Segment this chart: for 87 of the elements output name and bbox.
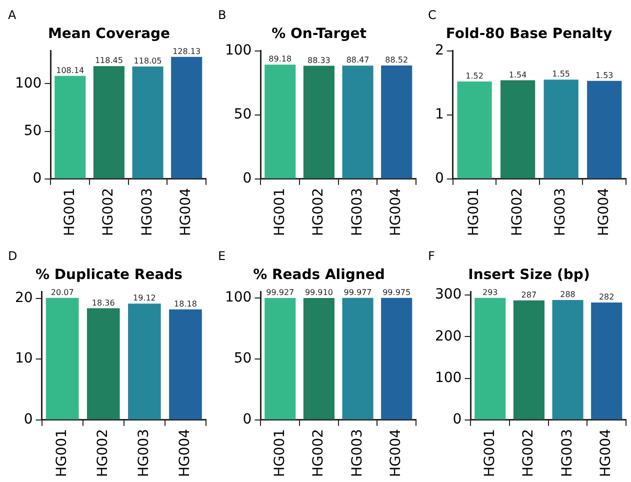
data-label: 1.54 [508, 70, 527, 80]
x-tick-label: HG002 [310, 428, 327, 478]
x-tick-label: HG003 [552, 188, 569, 236]
x-tick-label: HG003 [136, 428, 152, 478]
bar [54, 76, 86, 178]
data-label: 19.12 [132, 294, 156, 303]
x-tick-label: HG002 [95, 428, 112, 478]
bar [93, 66, 124, 178]
data-label: 287 [521, 290, 537, 300]
data-label: 288 [560, 290, 576, 300]
text: C [428, 8, 436, 22]
y-tick-label: 0 [242, 412, 252, 428]
bar [46, 298, 79, 420]
text: F [428, 249, 435, 263]
data-label: 1.53 [595, 70, 614, 80]
x-tick-label: HG004 [177, 428, 194, 478]
data-label: 88.52 [385, 56, 408, 65]
data-label: 99.975 [382, 288, 411, 298]
bar [169, 309, 202, 420]
x-tick-label: HG002 [100, 188, 117, 236]
x-tick-label: HG001 [466, 188, 482, 236]
y-tick-label: 0 [434, 170, 444, 187]
y-tick-label: 50 [234, 350, 252, 367]
x-tick-label: HG004 [388, 188, 404, 236]
x-tick-label: HG003 [349, 188, 366, 236]
text: B [218, 8, 226, 22]
y-tick-label: 1 [434, 106, 444, 122]
data-label: 99.927 [266, 288, 294, 298]
y-tick-label: 50 [24, 122, 42, 139]
x-tick-label: HG003 [139, 188, 156, 236]
bar [128, 304, 161, 420]
y-tick-label: 100 [224, 42, 252, 58]
data-label: 1.52 [466, 72, 484, 81]
data-label: 282 [598, 292, 614, 302]
data-label: 20.07 [50, 288, 74, 297]
data-label: 293 [482, 288, 498, 297]
y-tick-label: 10 [14, 350, 33, 367]
data-label: 118.05 [134, 56, 162, 66]
data-label: 18.18 [174, 299, 197, 308]
x-tick-label: HG001 [62, 188, 78, 236]
x-tick-label: HG004 [388, 428, 404, 478]
chart-title: Fold-80 Base Penalty [446, 26, 612, 42]
x-tick-label: HG002 [310, 188, 327, 236]
x-tick-label: HG004 [598, 428, 614, 478]
data-label: 128.13 [172, 46, 201, 56]
chart-title: % Reads Aligned [253, 267, 385, 284]
y-tick-label: 0 [242, 170, 252, 187]
chart-title: Insert Size (bp) [468, 267, 590, 284]
x-tick-label: HG001 [54, 428, 70, 478]
data-label: 89.18 [268, 54, 292, 64]
y-tick-label: 200 [434, 328, 462, 344]
x-tick-label: HG001 [272, 428, 288, 478]
x-tick-label: HG002 [520, 428, 537, 478]
y-tick-label: 0 [24, 412, 33, 428]
data-label: 118.45 [94, 56, 123, 66]
y-tick-label: 0 [452, 412, 462, 428]
x-tick-label: HG004 [178, 188, 194, 236]
y-tick-label: 0 [32, 170, 42, 187]
y-tick-label: 100 [434, 370, 462, 386]
y-tick-label: 2 [434, 42, 444, 58]
x-tick-label: HG003 [349, 428, 366, 478]
text: E [218, 249, 226, 263]
data-label: 88.33 [308, 56, 330, 65]
y-tick-label: 300 [434, 286, 462, 303]
chart-title: % On-Target [272, 26, 367, 42]
x-tick-label: HG001 [482, 428, 498, 478]
data-label: 108.14 [56, 66, 84, 75]
x-tick-label: HG004 [596, 188, 612, 236]
chart-title: Mean Coverage [48, 26, 170, 42]
x-tick-label: HG001 [272, 188, 288, 236]
data-label: 99.977 [344, 288, 372, 298]
data-label: 88.47 [346, 56, 370, 65]
y-tick-label: 50 [234, 106, 252, 122]
bar [132, 66, 164, 178]
x-tick-label: HG003 [559, 428, 576, 478]
bar [171, 56, 202, 178]
y-tick-label: 20 [14, 290, 33, 306]
text: A [8, 8, 17, 22]
y-tick-label: 100 [224, 290, 252, 306]
data-label: 18.36 [92, 298, 115, 308]
data-label: 1.55 [552, 70, 570, 79]
bar [86, 308, 120, 420]
x-tick-label: HG002 [509, 188, 526, 236]
data-label: 99.910 [304, 288, 333, 298]
y-tick-label: 100 [14, 75, 42, 92]
chart-title: % Duplicate Reads [36, 267, 182, 284]
text: D [8, 249, 18, 263]
